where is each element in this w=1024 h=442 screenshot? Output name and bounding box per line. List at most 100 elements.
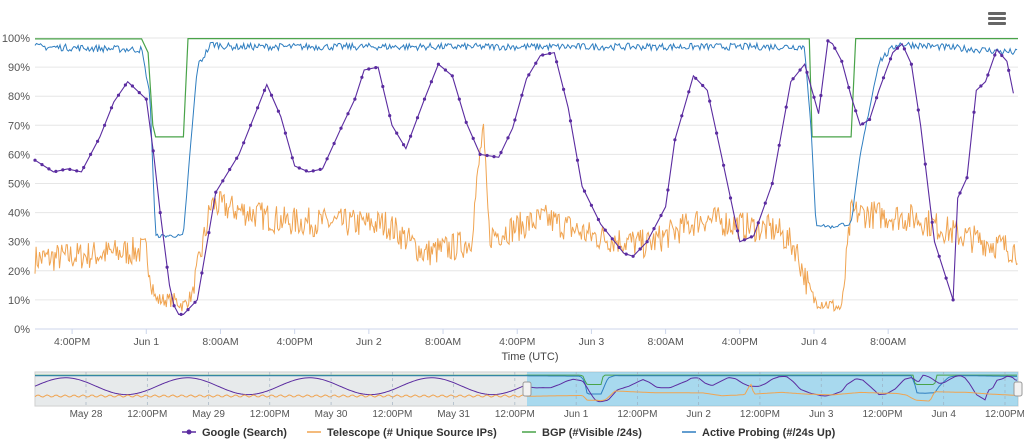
google-data-point[interactable] — [854, 109, 858, 113]
google-data-point[interactable] — [346, 112, 350, 116]
google-data-point[interactable] — [603, 228, 607, 232]
google-data-point[interactable] — [332, 141, 336, 146]
google-data-point[interactable] — [402, 143, 406, 147]
google-data-point[interactable] — [221, 179, 225, 183]
google-data-point[interactable] — [791, 77, 795, 81]
google-data-point[interactable] — [158, 211, 162, 215]
google-data-point[interactable] — [54, 169, 58, 173]
google-data-point[interactable] — [875, 96, 879, 100]
google-data-point[interactable] — [541, 53, 545, 57]
google-data-point[interactable] — [436, 62, 440, 66]
google-data-point[interactable] — [520, 93, 524, 97]
google-data-point[interactable] — [186, 308, 190, 312]
google-data-point[interactable] — [784, 105, 788, 109]
google-data-point[interactable] — [165, 265, 169, 269]
google-data-point[interactable] — [742, 238, 747, 242]
google-data-point[interactable] — [888, 57, 893, 61]
navigator-right-handle[interactable] — [1013, 381, 1023, 397]
google-data-point[interactable] — [235, 156, 239, 160]
google-data-point[interactable] — [694, 76, 698, 80]
google-data-point[interactable] — [290, 156, 294, 160]
navigator-left-handle[interactable] — [522, 381, 532, 397]
google-data-point[interactable] — [40, 163, 44, 167]
google-data-point[interactable] — [367, 67, 371, 71]
navigator[interactable]: May 28 12:00PM May 29 12:00PM May 30 12:00PM M… — [34, 371, 1024, 420]
google-data-point[interactable] — [819, 93, 823, 98]
google-data-point[interactable] — [638, 247, 642, 251]
google-data-point[interactable] — [96, 139, 100, 143]
google-data-point[interactable] — [200, 271, 204, 275]
google-data-point[interactable] — [951, 298, 955, 302]
google-data-point[interactable] — [353, 97, 357, 101]
google-data-point[interactable] — [144, 97, 148, 101]
google-data-point[interactable] — [61, 168, 65, 172]
google-data-point[interactable] — [575, 158, 580, 162]
google-data-point[interactable] — [339, 126, 343, 130]
google-data-point[interactable] — [826, 39, 830, 43]
google-data-point[interactable] — [172, 304, 176, 308]
google-data-point[interactable] — [645, 240, 649, 244]
google-data-point[interactable] — [103, 123, 107, 127]
google-data-point[interactable] — [568, 119, 573, 123]
google-data-point[interactable] — [680, 114, 684, 118]
google-data-point[interactable] — [249, 123, 253, 127]
google-data-point[interactable] — [979, 84, 983, 88]
google-data-point[interactable] — [415, 116, 420, 120]
google-data-point[interactable] — [464, 120, 468, 124]
google-data-point[interactable] — [471, 136, 475, 140]
google-data-point[interactable] — [47, 167, 51, 171]
google-data-point[interactable] — [861, 122, 865, 126]
google-data-point[interactable] — [256, 106, 260, 110]
google-data-point[interactable] — [123, 83, 127, 87]
google-data-point[interactable] — [847, 85, 851, 90]
google-data-point[interactable] — [492, 155, 496, 159]
google-data-point[interactable] — [937, 254, 941, 258]
google-data-point[interactable] — [422, 97, 427, 101]
google-data-point[interactable] — [151, 149, 155, 153]
google-data-point[interactable] — [986, 73, 990, 77]
google-data-point[interactable] — [89, 152, 93, 156]
google-data-point[interactable] — [193, 300, 197, 304]
google-data-point[interactable] — [701, 83, 705, 88]
google-data-point[interactable] — [749, 235, 754, 239]
google-data-point[interactable] — [610, 237, 614, 241]
menu-icon[interactable] — [988, 12, 1006, 26]
google-data-point[interactable] — [666, 188, 670, 192]
google-data-point[interactable] — [923, 162, 927, 166]
google-data-point[interactable] — [283, 131, 287, 135]
google-data-point[interactable] — [242, 141, 246, 145]
google-data-point[interactable] — [262, 88, 267, 92]
google-data-point[interactable] — [457, 97, 461, 101]
google-data-point[interactable] — [527, 73, 531, 77]
google-data-point[interactable] — [722, 163, 726, 167]
google-data-point[interactable] — [1007, 68, 1011, 72]
google-data-point[interactable] — [513, 118, 517, 122]
google-data-point[interactable] — [582, 189, 587, 193]
google-data-point[interactable] — [909, 62, 914, 66]
google-data-point[interactable] — [881, 76, 886, 80]
google-data-point[interactable] — [833, 46, 837, 50]
google-data-point[interactable] — [360, 75, 364, 79]
google-data-point[interactable] — [562, 87, 566, 91]
google-data-point[interactable] — [450, 74, 454, 78]
google-data-point[interactable] — [798, 68, 802, 72]
google-data-point[interactable] — [534, 61, 538, 65]
google-data-point[interactable] — [109, 106, 114, 110]
google-data-point[interactable] — [958, 191, 962, 195]
google-data-point[interactable] — [137, 91, 141, 95]
google-data-point[interactable] — [895, 46, 900, 50]
google-data-point[interactable] — [506, 136, 510, 140]
google-data-point[interactable] — [763, 201, 767, 205]
google-data-point[interactable] — [659, 213, 663, 218]
google-data-point[interactable] — [207, 231, 211, 235]
legend-item[interactable]: BGP (#Visible /24s) — [522, 427, 642, 439]
google-data-point[interactable] — [33, 158, 37, 162]
google-data-point[interactable] — [318, 167, 322, 171]
google-data-point[interactable] — [770, 181, 774, 186]
google-data-point[interactable] — [617, 245, 621, 250]
google-data-point[interactable] — [902, 47, 907, 51]
google-data-point[interactable] — [631, 254, 635, 258]
google-data-point[interactable] — [443, 68, 447, 72]
google-data-point[interactable] — [130, 84, 134, 88]
google-data-point[interactable] — [735, 229, 740, 233]
